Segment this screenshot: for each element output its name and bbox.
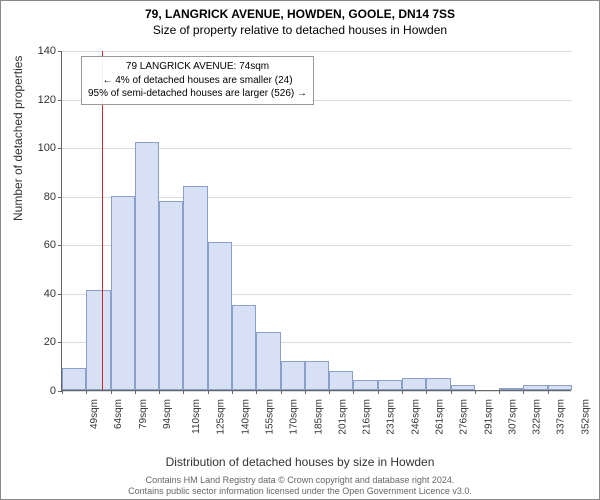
ytick-mark <box>58 100 62 101</box>
xtick-mark <box>329 390 330 394</box>
xtick-label: 125sqm <box>216 399 227 435</box>
ytick-label: 120 <box>16 94 56 106</box>
xtick-mark <box>281 390 282 394</box>
histogram-bar <box>281 361 305 390</box>
footer: Contains HM Land Registry data © Crown c… <box>1 475 599 497</box>
ytick-label: 20 <box>16 336 56 348</box>
xtick-label: 94sqm <box>162 399 173 429</box>
xtick-mark <box>62 390 63 394</box>
xtick-label: 155sqm <box>265 399 276 435</box>
histogram-bar <box>451 385 475 390</box>
ytick-mark <box>58 245 62 246</box>
xtick-mark <box>402 390 403 394</box>
histogram-bar <box>305 361 329 390</box>
ytick-label: 40 <box>16 288 56 300</box>
chart-area: 02040608010012014049sqm64sqm79sqm94sqm11… <box>61 51 571 391</box>
xtick-label: 64sqm <box>113 399 124 429</box>
ytick-label: 80 <box>16 191 56 203</box>
annotation-box: 79 LANGRICK AVENUE: 74sqm ← 4% of detach… <box>81 56 314 105</box>
x-axis-label: Distribution of detached houses by size … <box>1 455 599 469</box>
xtick-label: 185sqm <box>313 399 324 435</box>
ytick-label: 0 <box>16 385 56 397</box>
histogram-bar <box>523 385 547 390</box>
xtick-mark <box>159 390 160 394</box>
xtick-mark <box>135 390 136 394</box>
xtick-mark <box>426 390 427 394</box>
xtick-label: 216sqm <box>362 399 373 435</box>
xtick-mark <box>548 390 549 394</box>
footer-line-1: Contains HM Land Registry data © Crown c… <box>1 475 599 486</box>
chart-container: 79, LANGRICK AVENUE, HOWDEN, GOOLE, DN14… <box>0 0 600 500</box>
annotation-line-2: ← 4% of detached houses are smaller (24) <box>88 74 307 88</box>
histogram-bar <box>183 186 207 390</box>
histogram-bar <box>548 385 572 390</box>
xtick-mark <box>475 390 476 394</box>
title-main: 79, LANGRICK AVENUE, HOWDEN, GOOLE, DN14… <box>1 7 599 21</box>
xtick-label: 261sqm <box>435 399 446 435</box>
xtick-label: 49sqm <box>89 399 100 429</box>
footer-line-2: Contains public sector information licen… <box>1 486 599 497</box>
annotation-line-1: 79 LANGRICK AVENUE: 74sqm <box>88 60 307 74</box>
xtick-label: 231sqm <box>386 399 397 435</box>
ytick-mark <box>58 294 62 295</box>
xtick-label: 352sqm <box>580 399 591 435</box>
xtick-mark <box>499 390 500 394</box>
xtick-mark <box>256 390 257 394</box>
histogram-bar <box>402 378 426 390</box>
ytick-mark <box>58 51 62 52</box>
xtick-mark <box>208 390 209 394</box>
xtick-mark <box>353 390 354 394</box>
histogram-bar <box>62 368 86 390</box>
xtick-label: 79sqm <box>138 399 149 429</box>
histogram-bar <box>135 142 159 390</box>
xtick-label: 291sqm <box>483 399 494 435</box>
xtick-label: 246sqm <box>410 399 421 435</box>
xtick-mark <box>305 390 306 394</box>
ytick-mark <box>58 197 62 198</box>
histogram-bar <box>111 196 135 390</box>
title-sub: Size of property relative to detached ho… <box>1 23 599 37</box>
gridline <box>62 51 572 52</box>
xtick-label: 140sqm <box>240 399 251 435</box>
ytick-label: 140 <box>16 45 56 57</box>
xtick-label: 322sqm <box>532 399 543 435</box>
annotation-line-3: 95% of semi-detached houses are larger (… <box>88 87 307 101</box>
xtick-label: 276sqm <box>459 399 470 435</box>
histogram-bar <box>329 371 353 390</box>
ytick-label: 100 <box>16 142 56 154</box>
histogram-bar <box>378 380 402 390</box>
histogram-bar <box>499 388 523 390</box>
histogram-bar <box>232 305 256 390</box>
ytick-label: 60 <box>16 239 56 251</box>
histogram-bar <box>426 378 450 390</box>
gridline <box>62 391 572 392</box>
xtick-mark <box>451 390 452 394</box>
xtick-label: 110sqm <box>191 399 202 434</box>
histogram-bar <box>159 201 183 390</box>
xtick-mark <box>378 390 379 394</box>
xtick-label: 337sqm <box>556 399 567 435</box>
ytick-mark <box>58 148 62 149</box>
xtick-label: 307sqm <box>507 399 518 435</box>
ytick-mark <box>58 342 62 343</box>
xtick-mark <box>232 390 233 394</box>
histogram-bar <box>353 380 377 390</box>
xtick-mark <box>111 390 112 394</box>
xtick-mark <box>86 390 87 394</box>
xtick-mark <box>183 390 184 394</box>
xtick-label: 170sqm <box>289 399 300 435</box>
histogram-bar <box>208 242 232 390</box>
histogram-bar <box>86 290 110 390</box>
histogram-bar <box>256 332 280 390</box>
xtick-label: 201sqm <box>337 399 348 435</box>
xtick-mark <box>523 390 524 394</box>
